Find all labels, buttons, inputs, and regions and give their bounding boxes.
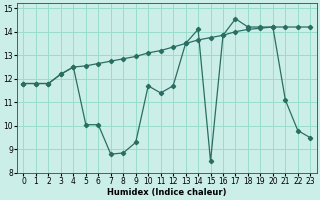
X-axis label: Humidex (Indice chaleur): Humidex (Indice chaleur) [107,188,227,197]
